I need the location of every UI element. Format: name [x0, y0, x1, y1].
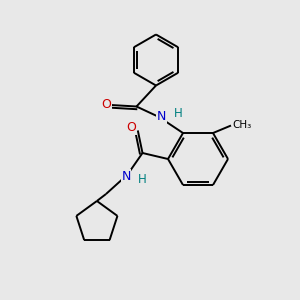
Text: O: O [127, 121, 136, 134]
Text: H: H [138, 173, 147, 187]
Text: N: N [157, 110, 166, 124]
Text: N: N [121, 169, 131, 183]
Text: CH₃: CH₃ [232, 120, 252, 130]
Text: H: H [174, 107, 183, 120]
Text: O: O [102, 98, 111, 112]
